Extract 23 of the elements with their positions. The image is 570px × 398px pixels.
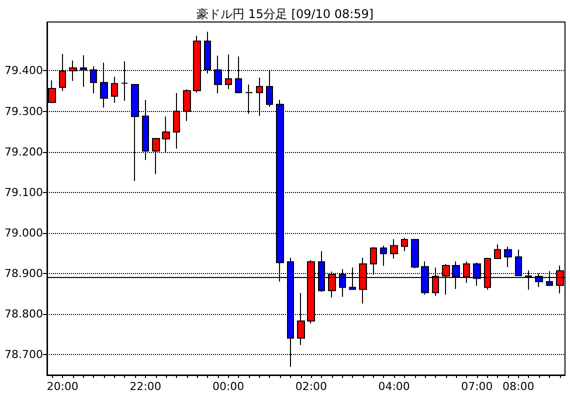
y-tick-label: 78.900 bbox=[4, 267, 43, 280]
x-tick-label: 00:00 bbox=[212, 380, 244, 393]
candlestick bbox=[504, 246, 512, 268]
x-tick-label: 04:00 bbox=[378, 380, 410, 393]
x-tick-label: 07:00 bbox=[461, 380, 493, 393]
x-tick-label: 22:00 bbox=[130, 380, 162, 393]
y-tick-label: 79.100 bbox=[4, 186, 43, 199]
y-tick-label: 79.000 bbox=[4, 226, 43, 240]
x-tick-label: 20:00 bbox=[46, 380, 78, 393]
y-tick-label: 78.700 bbox=[4, 348, 43, 362]
chart-title: 豪ドル円 15分足 [09/10 08:59] bbox=[196, 7, 374, 21]
candlestick bbox=[390, 238, 398, 260]
candlestick bbox=[411, 238, 419, 269]
y-tick-label: 79.400 bbox=[4, 64, 43, 78]
y-tick-label: 78.800 bbox=[4, 308, 43, 321]
candlestick bbox=[401, 237, 408, 252]
y-tick-label: 79.200 bbox=[4, 145, 43, 158]
x-tick-label: 02:00 bbox=[295, 380, 328, 393]
candlestick bbox=[111, 76, 118, 104]
y-tick-label: 79.300 bbox=[4, 104, 43, 118]
candlestick bbox=[494, 244, 501, 260]
candlestick bbox=[380, 245, 387, 266]
x-tick-label: 08:00 bbox=[502, 380, 534, 393]
